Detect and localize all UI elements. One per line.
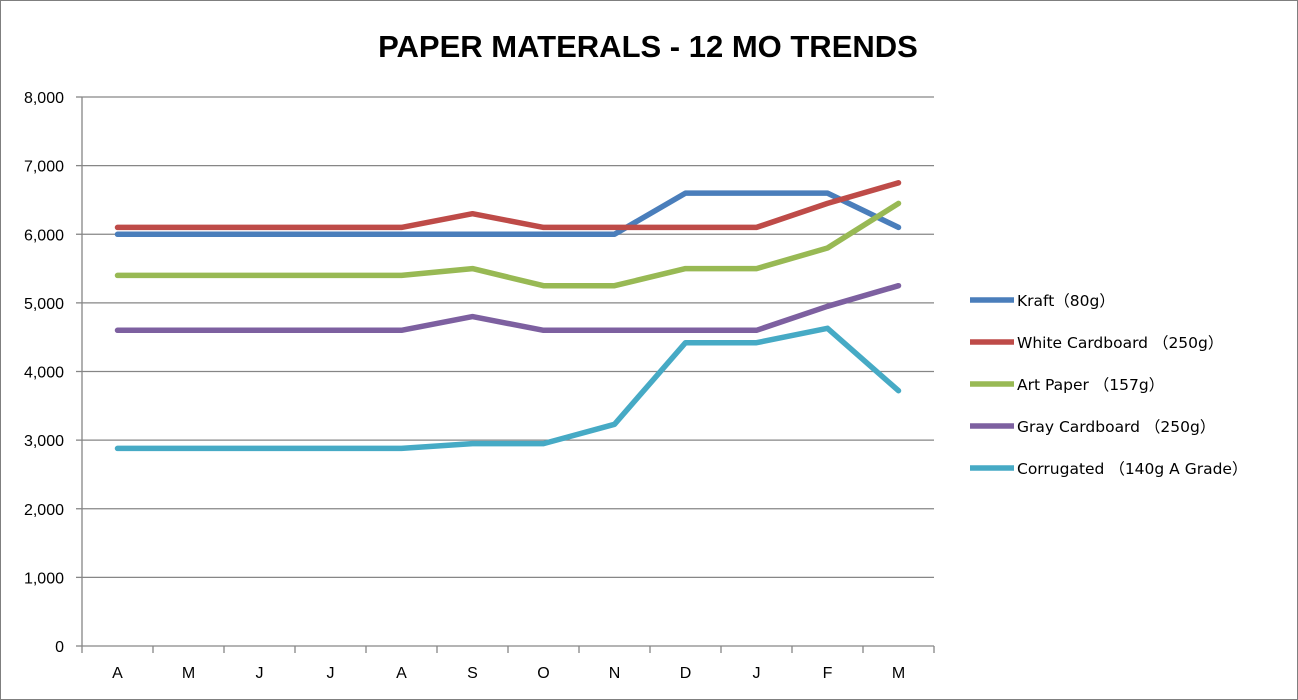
series-line-3 <box>114 282 902 334</box>
legend-label: Corrugated （140g A Grade） <box>1017 460 1247 478</box>
x-tick-label: N <box>609 665 621 682</box>
x-tick-label: A <box>396 665 407 682</box>
legend-label: White Cardboard （250g） <box>1017 334 1223 352</box>
y-axis-ticks: 0 1,000 2,000 3,000 4,000 5,000 6,000 7,000 8,00… <box>24 90 82 656</box>
series-line-0 <box>114 190 902 238</box>
x-tick-label: M <box>892 665 905 682</box>
x-tick-label: F <box>823 665 833 682</box>
gridlines <box>82 96 934 579</box>
series-line-2 <box>114 200 902 289</box>
y-tick-label: 0 <box>55 639 64 656</box>
y-tick-label: 5,000 <box>24 296 64 313</box>
legend-item: White Cardboard （250g） <box>970 334 1223 352</box>
x-tick-label: A <box>112 665 123 682</box>
x-tick-label: J <box>327 665 335 682</box>
y-tick-label: 8,000 <box>24 90 64 107</box>
x-tick-label: O <box>537 665 549 682</box>
legend-item: Art Paper （157g） <box>970 376 1164 394</box>
x-tick-label: J <box>753 665 761 682</box>
y-tick-label: 3,000 <box>24 433 64 450</box>
legend: Kraft（80g） White Cardboard （250g） Art Pape… <box>970 292 1247 478</box>
y-tick-label: 2,000 <box>24 502 64 519</box>
legend-item: Corrugated （140g A Grade） <box>970 460 1247 478</box>
y-tick-label: 4,000 <box>24 365 64 382</box>
y-tick-label: 1,000 <box>24 570 64 587</box>
legend-label: Gray Cardboard （250g） <box>1017 418 1215 436</box>
y-tick-label: 6,000 <box>24 227 64 244</box>
x-tick-label: M <box>182 665 195 682</box>
legend-label: Kraft（80g） <box>1017 292 1115 310</box>
y-tick-label: 7,000 <box>24 159 64 176</box>
x-tick-label: J <box>256 665 264 682</box>
legend-item: Gray Cardboard （250g） <box>970 418 1215 436</box>
series-line-1 <box>114 180 902 231</box>
chart-title: PAPER MATERALS - 12 MO TRENDS <box>378 29 918 64</box>
x-tick-label: D <box>680 665 692 682</box>
series-line-4 <box>114 325 902 452</box>
series-lines <box>114 180 902 452</box>
x-tick-label: S <box>467 665 478 682</box>
legend-item: Kraft（80g） <box>970 292 1115 310</box>
legend-label: Art Paper （157g） <box>1017 376 1164 394</box>
